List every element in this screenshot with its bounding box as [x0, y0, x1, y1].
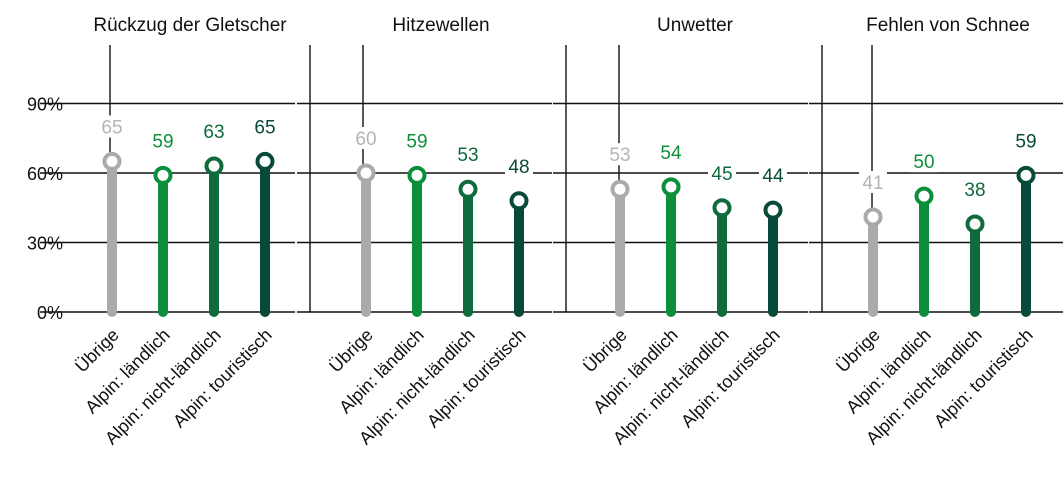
label-backdrop [505, 154, 533, 177]
lollipop-marker [102, 151, 122, 171]
lollipop-marker [914, 186, 934, 206]
label-backdrop [352, 127, 380, 149]
data-label: 41 [862, 173, 883, 194]
data-label: 59 [152, 131, 173, 152]
label-backdrop [961, 177, 989, 200]
y-tick-label: 30% [27, 234, 63, 254]
panel-title: Unwetter [657, 15, 734, 36]
data-label: 60 [355, 129, 376, 150]
lollipop-marker [204, 156, 224, 176]
label-backdrop [708, 161, 736, 184]
y-tick-label: 90% [27, 95, 63, 115]
label-backdrop [1012, 129, 1040, 152]
panel-title: Rückzug der Gletscher [93, 15, 287, 36]
label-backdrop [454, 143, 482, 166]
lollipop-marker [1016, 165, 1036, 185]
data-label: 65 [101, 117, 122, 138]
lollipop-marker [763, 200, 783, 220]
data-label: 53 [609, 145, 630, 166]
lollipop-marker [965, 214, 985, 234]
data-label: 54 [660, 143, 682, 164]
label-backdrop [606, 143, 634, 166]
label-backdrop [200, 120, 228, 143]
lollipop-marker [153, 165, 173, 185]
lollipop-marker [610, 179, 630, 199]
data-label: 44 [762, 166, 784, 187]
panel-title: Fehlen von Schnee [866, 15, 1030, 36]
y-tick-label: 0% [37, 303, 63, 323]
data-label: 59 [1015, 131, 1036, 152]
lollipop-marker [255, 151, 275, 171]
label-backdrop [149, 129, 177, 152]
y-tick-label: 60% [27, 164, 63, 184]
lollipop-marker [863, 207, 883, 227]
lollipop-marker [509, 191, 529, 211]
label-backdrop [657, 140, 685, 163]
data-label: 50 [913, 152, 934, 173]
data-label: 59 [406, 131, 427, 152]
label-backdrop [859, 171, 887, 194]
panel-title: Hitzewellen [392, 15, 489, 36]
lollipop-marker [407, 165, 427, 185]
data-label: 63 [203, 122, 224, 143]
lollipop-marker [712, 198, 732, 218]
data-label: 65 [254, 117, 275, 138]
lollipop-marker [356, 163, 376, 183]
data-label: 45 [711, 164, 732, 185]
label-backdrop [251, 115, 279, 138]
label-backdrop [98, 115, 126, 138]
lollipop-marker [458, 179, 478, 199]
data-label: 53 [457, 145, 478, 166]
label-backdrop [403, 129, 431, 152]
lollipop-marker [661, 177, 681, 197]
data-label: 38 [964, 180, 985, 201]
data-label: 48 [508, 157, 529, 178]
label-backdrop [910, 150, 938, 173]
label-backdrop [759, 164, 787, 187]
